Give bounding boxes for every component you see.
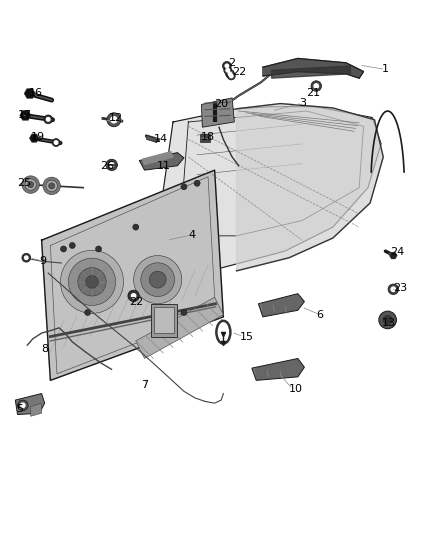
Circle shape: [226, 69, 234, 78]
Circle shape: [22, 176, 39, 193]
Circle shape: [46, 180, 57, 191]
Text: 3: 3: [299, 98, 306, 108]
Circle shape: [68, 258, 116, 305]
Text: 18: 18: [201, 132, 215, 142]
Polygon shape: [237, 103, 383, 271]
Text: 15: 15: [240, 332, 254, 342]
Circle shape: [181, 184, 187, 190]
Polygon shape: [29, 134, 39, 142]
Text: 1: 1: [382, 64, 389, 75]
Text: 7: 7: [141, 379, 148, 390]
Circle shape: [391, 287, 396, 292]
Circle shape: [28, 182, 34, 188]
Circle shape: [128, 290, 139, 302]
Polygon shape: [272, 66, 350, 78]
Circle shape: [131, 294, 136, 298]
Text: 4: 4: [188, 230, 195, 240]
Circle shape: [25, 179, 36, 190]
Circle shape: [86, 276, 98, 288]
Text: 11: 11: [157, 161, 171, 171]
Polygon shape: [15, 393, 45, 415]
Polygon shape: [42, 170, 223, 381]
Circle shape: [44, 115, 53, 124]
Text: 22: 22: [232, 68, 247, 77]
Circle shape: [141, 263, 174, 296]
Text: 6: 6: [316, 310, 323, 320]
Text: 24: 24: [390, 247, 404, 257]
Polygon shape: [31, 403, 42, 416]
Text: 12: 12: [109, 112, 123, 123]
Bar: [151, 304, 177, 336]
Text: 16: 16: [28, 88, 42, 99]
Circle shape: [106, 159, 117, 171]
Circle shape: [110, 163, 114, 167]
Circle shape: [107, 113, 121, 127]
Polygon shape: [142, 152, 173, 165]
Text: 22: 22: [129, 296, 144, 306]
Polygon shape: [263, 59, 364, 78]
Polygon shape: [258, 294, 304, 317]
Circle shape: [223, 61, 231, 70]
Text: 26: 26: [100, 161, 114, 171]
Bar: [154, 307, 174, 333]
Circle shape: [228, 72, 232, 76]
Text: 23: 23: [393, 284, 407, 293]
Text: 17: 17: [18, 110, 32, 120]
Circle shape: [134, 255, 182, 304]
Text: 20: 20: [215, 99, 229, 109]
Circle shape: [60, 246, 67, 252]
Text: 14: 14: [154, 134, 168, 143]
Circle shape: [49, 183, 55, 189]
Circle shape: [18, 400, 28, 410]
Circle shape: [379, 311, 396, 329]
Text: 21: 21: [307, 88, 321, 99]
Circle shape: [43, 177, 60, 195]
Circle shape: [311, 81, 321, 91]
Polygon shape: [139, 152, 184, 170]
Circle shape: [383, 316, 392, 324]
Text: 10: 10: [289, 384, 303, 394]
Circle shape: [111, 117, 117, 123]
Circle shape: [133, 224, 139, 230]
Circle shape: [149, 271, 166, 288]
Text: 13: 13: [382, 318, 396, 328]
Circle shape: [21, 403, 25, 408]
Text: 9: 9: [39, 256, 46, 266]
Polygon shape: [24, 88, 35, 99]
Circle shape: [314, 84, 318, 88]
Polygon shape: [389, 252, 397, 259]
Polygon shape: [155, 107, 381, 275]
Circle shape: [85, 310, 91, 316]
Circle shape: [78, 268, 106, 296]
Circle shape: [224, 66, 232, 74]
Polygon shape: [252, 359, 304, 381]
Polygon shape: [180, 111, 364, 236]
Circle shape: [60, 251, 124, 313]
Text: 19: 19: [31, 132, 45, 142]
Circle shape: [54, 141, 58, 144]
Circle shape: [22, 253, 31, 262]
Circle shape: [46, 118, 50, 121]
Text: 5: 5: [17, 404, 24, 414]
Circle shape: [69, 243, 75, 248]
Polygon shape: [20, 110, 31, 120]
Polygon shape: [145, 135, 157, 142]
Text: 2: 2: [228, 58, 235, 68]
Circle shape: [95, 246, 102, 252]
Circle shape: [388, 284, 399, 295]
Circle shape: [225, 64, 229, 68]
Text: 8: 8: [42, 344, 49, 354]
Circle shape: [52, 139, 60, 147]
Circle shape: [227, 72, 235, 80]
Circle shape: [181, 310, 187, 316]
Text: 25: 25: [17, 178, 31, 188]
Circle shape: [194, 180, 200, 187]
Circle shape: [226, 69, 230, 72]
Circle shape: [25, 256, 28, 260]
Polygon shape: [136, 297, 223, 359]
Circle shape: [230, 74, 233, 78]
Bar: [200, 134, 210, 142]
Polygon shape: [201, 98, 234, 127]
